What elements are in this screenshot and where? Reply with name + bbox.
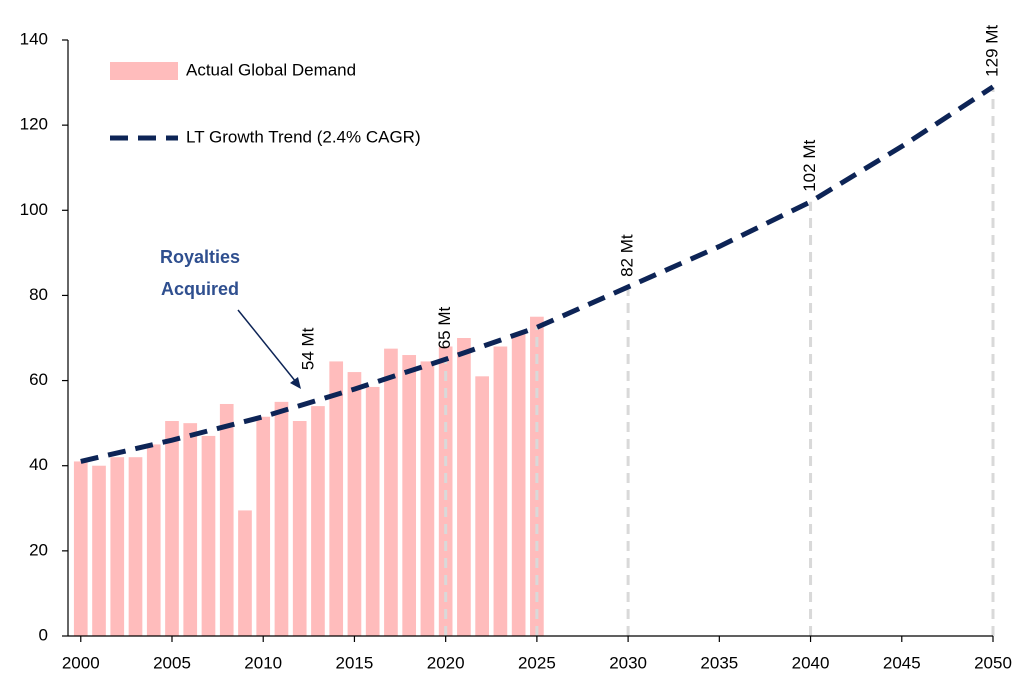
x-tick-label: 2040	[792, 653, 830, 672]
bar	[165, 421, 179, 636]
x-tick-label: 2020	[427, 653, 465, 672]
x-tick-label: 2050	[974, 653, 1012, 672]
bar	[292, 421, 307, 636]
y-tick-label: 120	[20, 115, 48, 134]
x-tick-label: 2005	[153, 653, 191, 672]
bar	[402, 355, 417, 636]
bar	[347, 372, 362, 636]
marker-label: 102 Mt	[800, 140, 819, 192]
bar	[457, 338, 471, 636]
trend-line	[80, 84, 995, 464]
x-tick-label: 2015	[336, 653, 374, 672]
legend-label: LT Growth Trend (2.4% CAGR)	[186, 127, 421, 146]
bar	[128, 457, 143, 636]
bar	[183, 423, 198, 636]
marker-label: 65 Mt	[435, 306, 454, 349]
bar	[146, 444, 161, 636]
x-tick-label: 2025	[518, 653, 556, 672]
bar	[73, 461, 88, 636]
bar	[420, 361, 435, 636]
y-tick-label: 100	[20, 200, 48, 219]
bar	[201, 435, 216, 636]
bar	[238, 510, 252, 636]
y-tick-label: 40	[29, 455, 48, 474]
bar	[256, 416, 271, 636]
bar	[493, 346, 508, 636]
bar	[274, 401, 289, 636]
marker-label: 82 Mt	[618, 234, 637, 277]
bar	[475, 376, 489, 636]
x-tick-label: 2010	[244, 653, 282, 672]
bar	[219, 403, 234, 636]
x-tick-label: 2035	[700, 653, 738, 672]
y-tick-label: 20	[29, 540, 48, 559]
callout-arrow	[237, 309, 301, 389]
legend-swatch-bars	[110, 62, 178, 80]
y-tick-label: 60	[29, 370, 48, 389]
y-tick-label: 0	[39, 625, 48, 644]
bar	[511, 333, 526, 636]
marker-label: 129 Mt	[982, 25, 1001, 77]
y-tick-label: 140	[20, 29, 48, 48]
x-tick-label: 2045	[883, 653, 921, 672]
y-tick-label: 80	[29, 285, 48, 304]
bar	[365, 386, 380, 636]
callout-text: Royalties	[160, 247, 240, 267]
legend-label: Actual Global Demand	[186, 60, 356, 79]
bar	[92, 465, 106, 636]
annotation: 54 Mt	[298, 327, 317, 370]
bar	[311, 406, 325, 636]
bar	[110, 457, 125, 636]
x-tick-label: 2000	[62, 653, 100, 672]
callout-text: Acquired	[161, 279, 239, 299]
bar	[329, 361, 344, 636]
x-tick-label: 2030	[609, 653, 647, 672]
bar	[384, 348, 398, 636]
